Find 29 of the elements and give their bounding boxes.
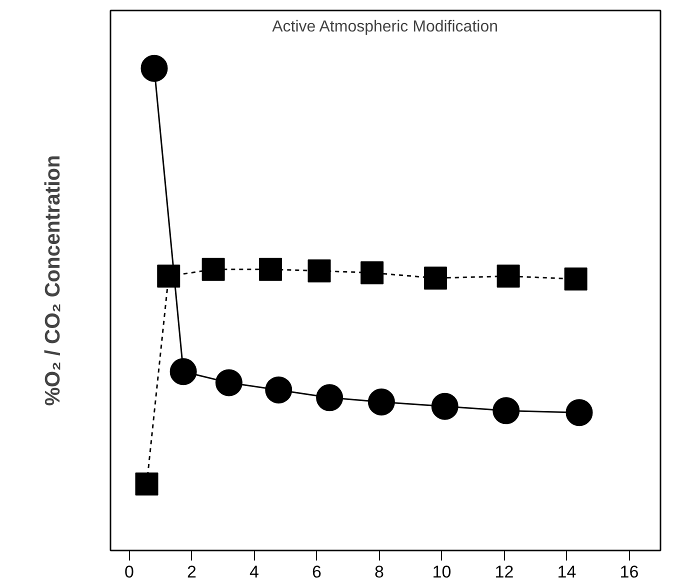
x-tick-label: 10	[432, 562, 452, 582]
point	[308, 259, 331, 282]
point	[265, 376, 292, 404]
point	[215, 369, 242, 396]
x-tick-label: 2	[187, 562, 196, 582]
point	[202, 258, 225, 281]
point	[431, 392, 458, 420]
point	[360, 261, 384, 284]
x-tick-label: 16	[620, 562, 639, 582]
point	[564, 268, 588, 291]
point	[259, 258, 282, 281]
x-tick-label: 0	[124, 562, 134, 582]
point	[135, 472, 158, 496]
x-tick-label: 12	[494, 562, 514, 582]
point	[424, 266, 447, 290]
point	[157, 264, 180, 288]
point	[492, 397, 520, 424]
x-tick-label: 8	[374, 562, 384, 582]
x-tick-label: 4	[250, 562, 259, 582]
point	[170, 358, 197, 386]
point	[316, 384, 344, 412]
y-axis-title: %O₂ / CO₂ Concentration	[42, 155, 64, 406]
point	[140, 54, 168, 82]
chart-title: Active Atmospheric Modification	[272, 18, 498, 36]
point	[566, 399, 593, 426]
point	[368, 388, 395, 416]
point	[496, 264, 520, 288]
x-tick-label: 14	[557, 562, 576, 582]
x-tick-label: 6	[312, 562, 322, 582]
